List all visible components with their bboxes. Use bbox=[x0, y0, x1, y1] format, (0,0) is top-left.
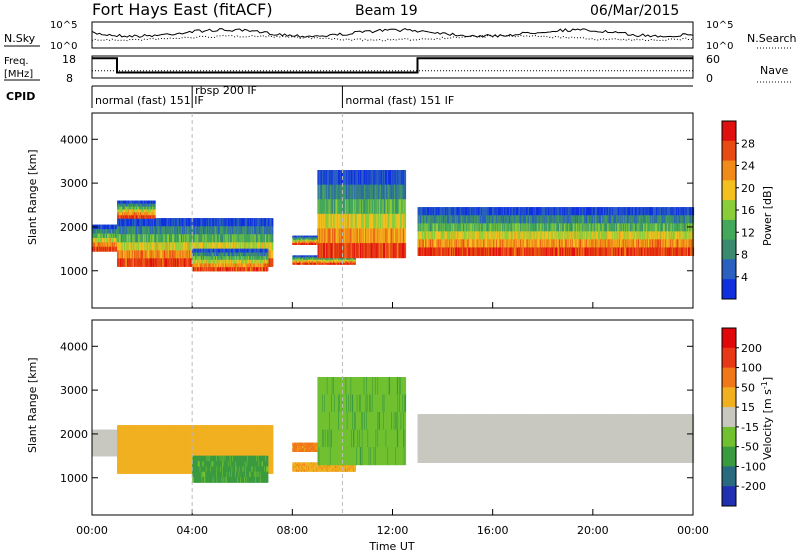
power-echo-cell bbox=[267, 263, 269, 267]
power-echo-cell bbox=[272, 258, 274, 267]
power-echo-cell bbox=[404, 214, 406, 229]
power-echo-cell bbox=[354, 263, 356, 265]
power-echo-cell bbox=[272, 218, 274, 227]
power-echo-cell bbox=[404, 199, 406, 214]
nave-tick-bottom: 0 bbox=[706, 72, 713, 85]
power-echo-cell bbox=[272, 242, 274, 251]
freq-label-line2: [MHz] bbox=[4, 69, 33, 80]
noise-right-label: N.Search bbox=[747, 32, 797, 45]
cpid-mode-label: rbsp 200 IF bbox=[195, 84, 257, 97]
nave-tick-top: 60 bbox=[706, 53, 720, 66]
power-echo-cell bbox=[267, 249, 269, 253]
power-echo-cell bbox=[154, 209, 156, 212]
power-echo-cell bbox=[404, 228, 406, 243]
noise-search-series bbox=[92, 35, 693, 41]
power-echo-cell bbox=[154, 204, 156, 207]
freq-label-line1: Freq. bbox=[4, 56, 29, 67]
noise-sky-series bbox=[92, 29, 693, 38]
nave-label: Nave bbox=[760, 64, 788, 77]
power-echo-cell bbox=[272, 226, 274, 235]
power-echo-cell bbox=[267, 253, 269, 257]
freq-tick-bottom: 8 bbox=[66, 72, 73, 85]
freq-panel-frame bbox=[92, 56, 693, 78]
power-echo-cell bbox=[267, 256, 269, 260]
noise-right-tick-bottom: 10^0 bbox=[706, 41, 733, 52]
freq-tick-top: 18 bbox=[62, 53, 76, 66]
noise-left-tick-bottom: 10^0 bbox=[50, 41, 77, 52]
power-echo-cell bbox=[267, 260, 269, 264]
noise-right-tick-top: 10^5 bbox=[706, 20, 733, 31]
power-echo-cell bbox=[272, 234, 274, 243]
cpid-mode-label: normal (fast) 151 IF bbox=[95, 94, 204, 107]
power-echo-cell bbox=[404, 185, 406, 200]
noise-left-tick-top: 10^5 bbox=[50, 20, 77, 31]
cpid-label: CPID bbox=[6, 90, 35, 103]
noise-panel-frame bbox=[92, 22, 693, 48]
date-label: 06/Mar/2015 bbox=[590, 3, 679, 19]
power-echo-cell bbox=[154, 207, 156, 210]
cpid-mode-label: normal (fast) 151 IF bbox=[345, 94, 454, 107]
power-echo-cell bbox=[154, 201, 156, 204]
power-echo-cell bbox=[154, 212, 156, 215]
power-echo-cell bbox=[267, 267, 269, 271]
plot-title: Fort Hays East (fitACF) bbox=[92, 0, 273, 19]
noise-left-label: N.Sky bbox=[4, 32, 36, 45]
power-echo-cell bbox=[404, 170, 406, 185]
beam-label: Beam 19 bbox=[355, 3, 418, 19]
power-echo-cell bbox=[404, 243, 406, 258]
power-echo-cell bbox=[154, 215, 156, 218]
power-echo-cell bbox=[272, 250, 274, 258]
